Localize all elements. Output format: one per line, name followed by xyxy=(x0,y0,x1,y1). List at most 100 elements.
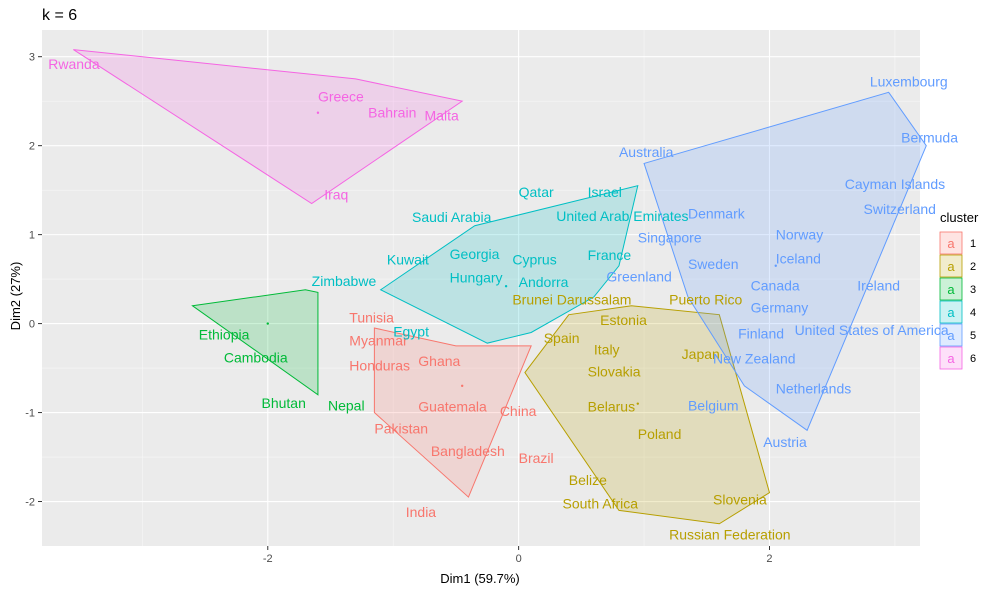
point-label: Greenland xyxy=(606,268,671,284)
cluster-6-hull xyxy=(73,49,464,205)
point-label: Cyprus xyxy=(512,252,556,268)
point-label: Bermuda xyxy=(901,130,958,146)
point-label: Sweden xyxy=(688,256,739,272)
point-label: United States of America xyxy=(795,322,949,338)
legend-key-glyph: a xyxy=(947,305,955,320)
point-label: Ghana xyxy=(418,353,460,369)
legend-label: 2 xyxy=(970,261,976,273)
point-label: Italy xyxy=(594,341,620,357)
point-label: Zimbabwe xyxy=(312,273,377,289)
point-label: South Africa xyxy=(563,495,639,511)
point-label: Myanmar xyxy=(349,332,408,348)
point-label: Georgia xyxy=(450,246,500,262)
point-label: Saudi Arabia xyxy=(412,209,492,225)
point-label: Malta xyxy=(425,107,459,123)
point-label: Singapore xyxy=(638,229,702,245)
point-label: India xyxy=(406,504,437,520)
legend-key-glyph: a xyxy=(947,259,955,274)
point-label: Iraq xyxy=(324,187,348,203)
point-label: Puerto Rico xyxy=(669,292,742,308)
cluster-4-centroid xyxy=(504,285,508,288)
cluster-4-hull xyxy=(379,185,639,344)
legend-label: 5 xyxy=(970,330,976,342)
point-label: Bhutan xyxy=(262,395,306,411)
cluster-5-hull xyxy=(643,91,927,432)
point-label: New Zealand xyxy=(713,350,796,366)
point-label: Andorra xyxy=(519,274,569,290)
point-label: Kuwait xyxy=(387,252,429,268)
point-label: Egypt xyxy=(393,324,429,340)
point-label: Spain xyxy=(544,330,580,346)
point-label: Netherlands xyxy=(776,381,852,397)
point-label: Australia xyxy=(619,144,674,160)
legend-label: 3 xyxy=(970,284,976,296)
point-label: Germany xyxy=(751,300,809,316)
point-label: Brazil xyxy=(519,450,554,466)
legend-label: 6 xyxy=(970,353,976,365)
y-axis-title: Dim2 (27%) xyxy=(8,262,23,331)
x-axis-title: Dim1 (59.7%) xyxy=(440,571,519,586)
plot-panel: Tunisia Myanmar Honduras Ghana Guatemala Chin… xyxy=(42,30,958,546)
point-label: Hungary xyxy=(450,269,503,285)
point-label: Norway xyxy=(776,227,823,243)
cluster-3-hull xyxy=(191,289,319,396)
panel-background xyxy=(42,30,920,546)
legend-key-glyph: a xyxy=(947,236,955,251)
point-label: Israel xyxy=(588,184,622,200)
point-label: Poland xyxy=(638,426,682,442)
y-tick-label: 1 xyxy=(29,230,35,242)
legend-key xyxy=(939,346,963,370)
point-label: Ethiopia xyxy=(199,326,250,342)
point-label: Guatemala xyxy=(418,398,487,414)
point-label: Honduras xyxy=(349,357,410,373)
x-tick-label: 0 xyxy=(516,553,522,565)
axes: -2 0 2 -2 -1 0 1 2 3 xyxy=(25,52,772,565)
point-label: United Arab Emirates xyxy=(556,208,688,224)
point-label: Iceland xyxy=(776,251,821,267)
cluster-1-centroid xyxy=(460,384,464,388)
point-label: Finland xyxy=(738,325,784,341)
y-tick-label: 0 xyxy=(29,319,35,331)
point-label: Belize xyxy=(569,472,607,488)
y-tick-label: 3 xyxy=(29,52,35,64)
legend-label: 1 xyxy=(970,238,976,250)
point-label: Cambodia xyxy=(224,349,288,365)
legend-key xyxy=(939,231,963,255)
y-tick-label: 2 xyxy=(29,141,35,153)
cluster-2-centroid xyxy=(636,402,639,405)
point-label: Japan xyxy=(682,346,720,362)
point-label: Bangladesh xyxy=(431,443,505,459)
legend-key-glyph: a xyxy=(947,351,955,366)
legend-key-glyph: a xyxy=(947,282,955,297)
point-label: Qatar xyxy=(519,184,554,200)
point-label: Russian Federation xyxy=(669,526,790,542)
point-label: Cayman Islands xyxy=(845,176,945,192)
point-label: Slovenia xyxy=(713,492,767,508)
cluster-6-centroid xyxy=(316,111,320,114)
point-label: Nepal xyxy=(328,397,365,413)
legend-key xyxy=(939,323,963,347)
point-label: Ireland xyxy=(857,277,900,293)
point-label: Rwanda xyxy=(48,56,100,72)
y-tick-label: -2 xyxy=(25,497,35,509)
legend-title: cluster xyxy=(940,210,979,225)
cluster-3-centroid xyxy=(266,322,269,325)
point-label: Switzerland xyxy=(864,201,936,217)
point-label: Brunei Darussalam xyxy=(512,292,631,308)
cluster-1-hull xyxy=(373,327,532,498)
cluster-5-centroid xyxy=(774,264,777,267)
point-label: Austria xyxy=(763,434,807,450)
point-label: China xyxy=(500,403,537,419)
point-label: Canada xyxy=(751,277,800,293)
point-label: Bahrain xyxy=(368,105,416,121)
legend-key xyxy=(939,254,963,278)
legend-key xyxy=(939,300,963,324)
point-label: France xyxy=(588,247,632,263)
